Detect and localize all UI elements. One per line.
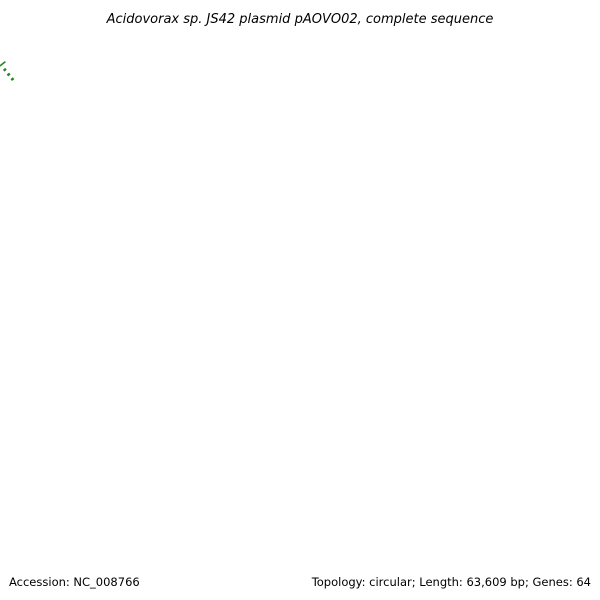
tick-marks: 39000 bp38500 bp38000 bp37500 bp37000 bp… (0, 61, 15, 82)
map-title: Acidovorax sp. JS42 plasmid pAOVO02, com… (106, 12, 494, 27)
inner-minor-tick (6, 72, 11, 77)
inner-minor-tick (10, 77, 15, 82)
accession-label: Accession: NC_008766 (9, 575, 140, 589)
inner-major-tick (0, 61, 6, 67)
inner-minor-tick (2, 67, 7, 72)
topology-summary: Topology: circular; Length: 63,609 bp; G… (311, 575, 591, 589)
